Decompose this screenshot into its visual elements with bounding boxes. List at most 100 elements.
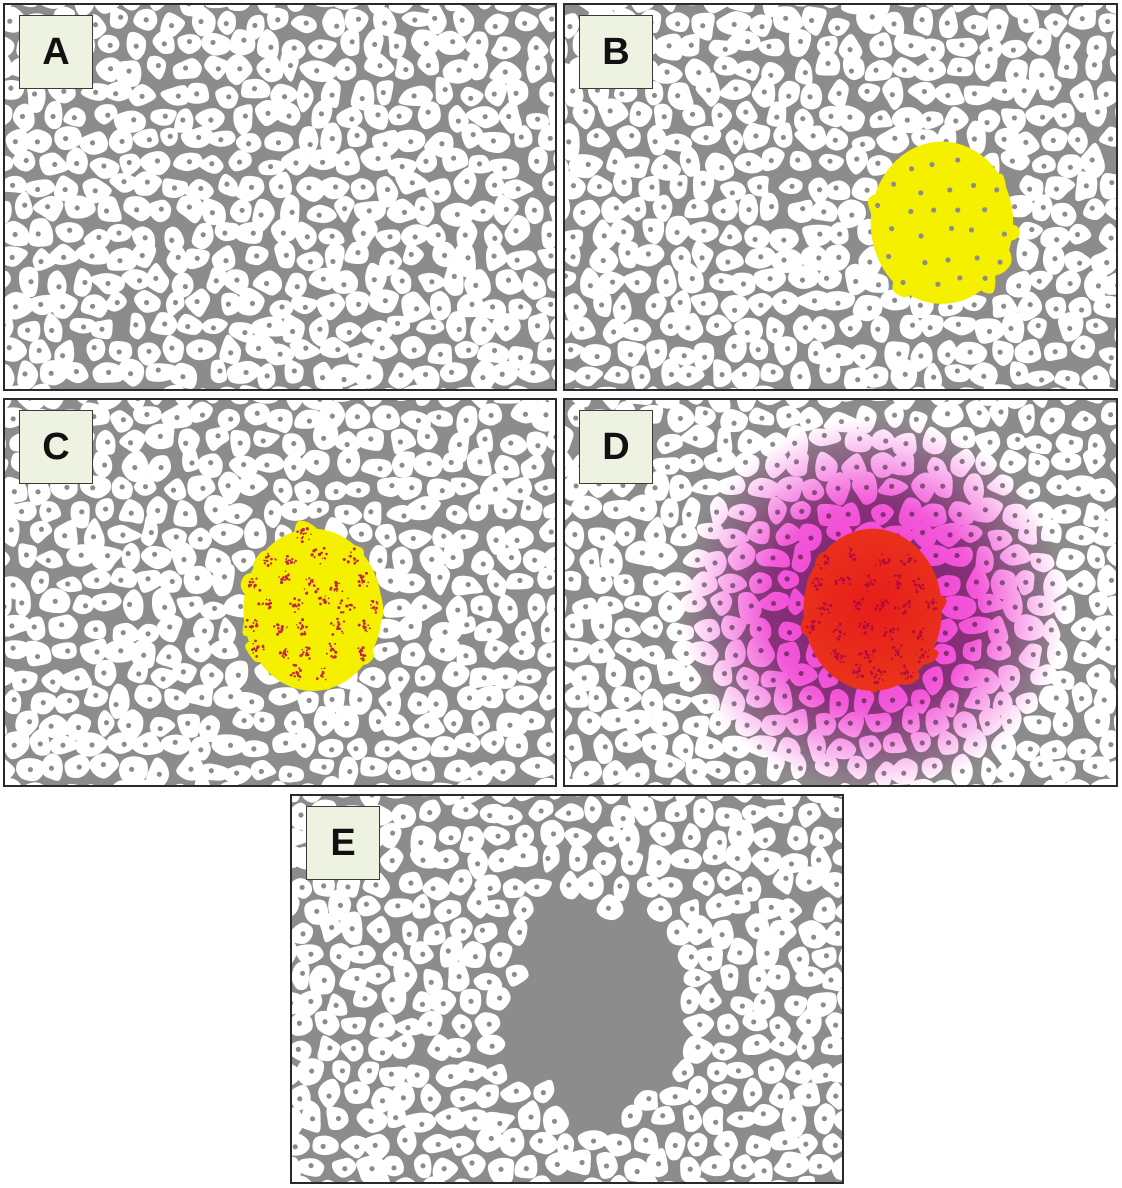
tissue-cell	[368, 708, 387, 732]
tissue-cell	[565, 503, 573, 520]
tissue-cell	[185, 82, 210, 104]
nucleus	[540, 1090, 546, 1096]
nucleus	[570, 88, 576, 94]
nucleus	[593, 133, 599, 139]
nucleus	[832, 1142, 838, 1148]
nucleus	[700, 180, 706, 186]
tissue-cell	[778, 80, 801, 109]
nucleus	[921, 89, 927, 95]
nucleus	[294, 284, 300, 290]
tissue-cell	[215, 86, 239, 109]
nucleus	[468, 95, 474, 101]
tissue-cell	[1017, 221, 1044, 240]
nucleus	[1083, 416, 1089, 422]
nucleus	[1093, 322, 1099, 328]
tissue-cell	[682, 1035, 714, 1064]
tissue-cell	[587, 527, 617, 549]
nucleus	[805, 418, 811, 424]
nucleus	[781, 298, 787, 305]
tissue-cell	[1032, 400, 1048, 408]
cluster-cell	[350, 565, 373, 597]
nucleus	[573, 304, 579, 310]
nucleus	[971, 302, 977, 308]
nucleus	[676, 629, 683, 635]
tissue-cell	[479, 473, 510, 505]
tissue-cell	[171, 663, 197, 684]
nucleus	[896, 351, 902, 357]
tissue-cell	[434, 1107, 466, 1131]
tissue-cell	[677, 453, 704, 473]
nucleus	[220, 530, 227, 536]
tissue-cell	[132, 128, 159, 149]
tissue-cell	[51, 291, 78, 319]
nucleus	[724, 1142, 730, 1148]
tissue-cell	[430, 563, 451, 596]
tissue-cell	[808, 177, 829, 205]
tissue-cell	[650, 154, 682, 181]
tissue-cell	[788, 946, 810, 974]
tissue-cell	[745, 913, 770, 940]
tissue-cell	[527, 5, 547, 9]
nucleus	[427, 809, 433, 816]
tissue-cell	[454, 340, 479, 359]
nucleus	[821, 906, 827, 912]
nucleus	[218, 137, 224, 143]
nucleus	[216, 557, 222, 563]
tissue-cell	[1005, 271, 1032, 298]
tissue-cell	[306, 204, 337, 223]
nucleus	[621, 229, 627, 235]
nucleus	[209, 210, 215, 216]
nucleus	[356, 301, 362, 307]
tissue-cell	[537, 339, 555, 361]
nucleus	[508, 554, 515, 561]
tissue-cell	[497, 594, 518, 624]
cluster-cell	[938, 214, 963, 246]
tissue-cell	[468, 494, 489, 522]
tissue-cell	[290, 15, 317, 34]
tissue-cell	[625, 400, 653, 405]
nucleus	[10, 182, 16, 188]
nucleus	[1036, 39, 1042, 45]
tissue-cell	[161, 403, 193, 429]
tissue-cell	[1071, 335, 1096, 359]
tissue-cell	[5, 400, 12, 410]
tissue-cell	[48, 735, 79, 755]
tissue-cell	[378, 1066, 408, 1087]
nucleus	[875, 282, 882, 288]
nucleus	[660, 1113, 666, 1119]
nucleus	[107, 42, 113, 48]
nucleus	[661, 114, 667, 120]
tissue-cell	[597, 98, 629, 127]
tissue-cell	[1041, 128, 1068, 152]
tissue-cell	[641, 688, 664, 716]
tissue-cell	[481, 899, 509, 918]
tissue-cell	[134, 623, 160, 643]
nucleus	[135, 400, 140, 402]
tissue-cell	[454, 241, 476, 278]
nucleus	[250, 230, 256, 236]
tissue-cell	[1099, 126, 1116, 147]
nucleus	[61, 88, 67, 94]
nucleus	[1008, 325, 1014, 332]
nucleus	[355, 250, 361, 256]
nucleus	[337, 902, 344, 908]
tissue-cell	[1014, 339, 1042, 364]
tissue-cell	[55, 222, 84, 243]
nucleus	[306, 418, 312, 424]
nucleus	[750, 1091, 756, 1097]
nucleus	[450, 39, 456, 45]
tissue-cell	[32, 248, 57, 271]
nucleus	[616, 1140, 623, 1146]
tissue-cell	[328, 889, 352, 921]
nucleus	[445, 948, 451, 954]
nucleus	[674, 229, 680, 236]
nucleus	[82, 279, 88, 285]
nucleus	[249, 484, 256, 490]
tissue-cell	[395, 171, 430, 195]
nucleus	[714, 1070, 720, 1076]
tissue-cell	[312, 1135, 339, 1156]
nucleus	[210, 39, 216, 45]
nucleus	[777, 1094, 783, 1100]
nucleus	[50, 679, 56, 685]
tissue-cell	[152, 30, 175, 54]
